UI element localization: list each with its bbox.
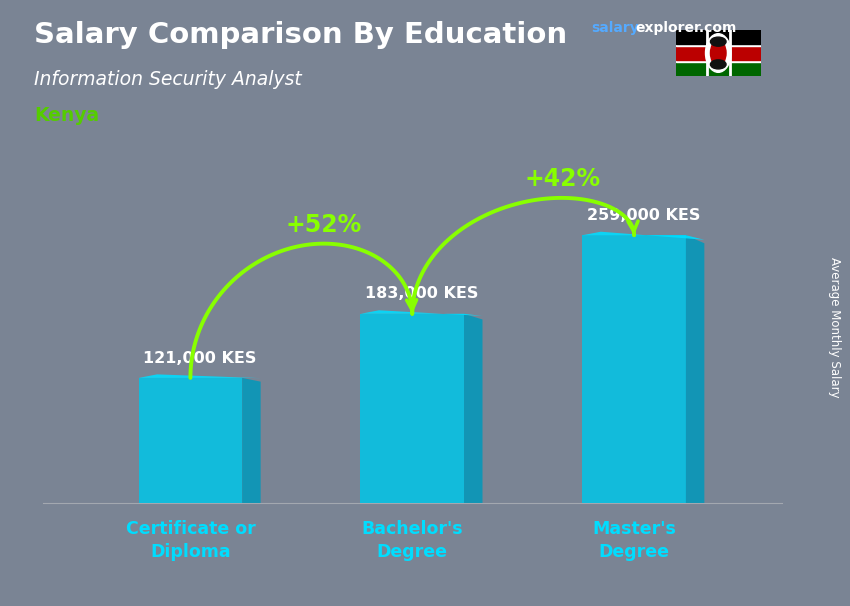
Text: 183,000 KES: 183,000 KES (365, 287, 479, 302)
FancyBboxPatch shape (360, 314, 464, 503)
FancyBboxPatch shape (582, 235, 686, 503)
Bar (676, 46, 761, 61)
Polygon shape (686, 235, 705, 503)
Text: Salary Comparison By Education: Salary Comparison By Education (34, 21, 567, 49)
Ellipse shape (711, 41, 726, 65)
Text: +42%: +42% (524, 167, 601, 191)
Bar (676, 62, 761, 76)
Text: salary: salary (591, 21, 638, 35)
Text: explorer.com: explorer.com (635, 21, 736, 35)
Text: +52%: +52% (286, 213, 362, 236)
Ellipse shape (706, 34, 731, 72)
FancyBboxPatch shape (139, 378, 242, 503)
Bar (676, 44, 761, 46)
Bar (676, 30, 761, 44)
Text: Information Security Analyst: Information Security Analyst (34, 70, 302, 88)
Polygon shape (360, 310, 483, 316)
Bar (676, 61, 761, 62)
Ellipse shape (711, 60, 726, 69)
Polygon shape (242, 378, 261, 503)
Text: Average Monthly Salary: Average Monthly Salary (828, 257, 842, 398)
Text: 121,000 KES: 121,000 KES (143, 351, 257, 365)
Polygon shape (582, 231, 705, 240)
Polygon shape (139, 375, 261, 378)
Text: Kenya: Kenya (34, 106, 99, 125)
Ellipse shape (711, 37, 726, 46)
Text: 259,000 KES: 259,000 KES (586, 208, 700, 223)
Polygon shape (464, 314, 483, 503)
